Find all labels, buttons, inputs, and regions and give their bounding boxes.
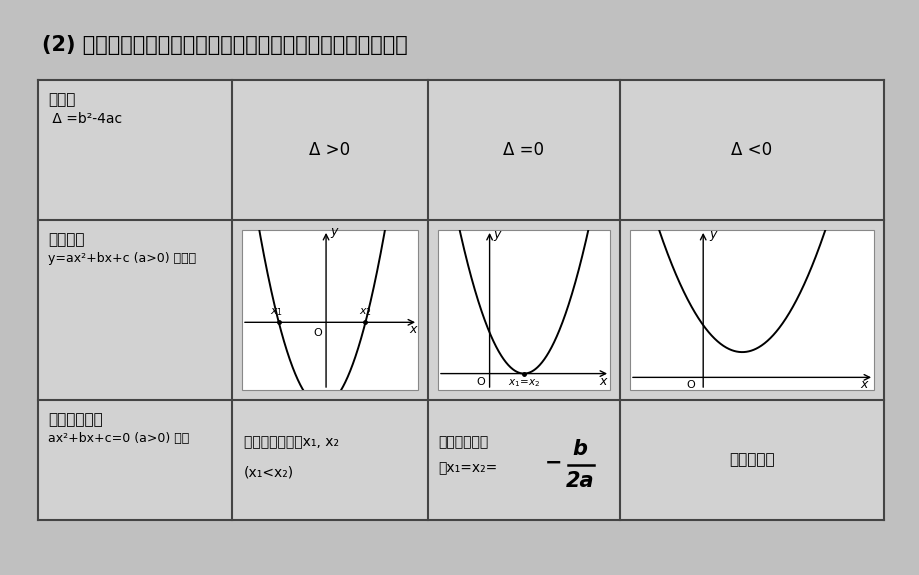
Text: 没有实数根: 没有实数根 xyxy=(729,453,774,467)
Bar xyxy=(630,230,873,390)
Text: 根x₁=x₂=: 根x₁=x₂= xyxy=(437,461,496,475)
Bar xyxy=(242,230,417,390)
Text: Δ =b²-4ac: Δ =b²-4ac xyxy=(48,112,122,126)
Text: 二次函数: 二次函数 xyxy=(48,232,85,247)
Text: y: y xyxy=(709,228,716,242)
Text: $x_2$: $x_2$ xyxy=(358,306,371,319)
Text: (2) 一元二次不等式与相应的二次函数及一元二次方程的关系：: (2) 一元二次不等式与相应的二次函数及一元二次方程的关系： xyxy=(42,35,407,55)
Bar xyxy=(437,230,609,390)
Text: (x₁<x₂): (x₁<x₂) xyxy=(244,465,294,479)
Text: b: b xyxy=(572,439,587,459)
Text: $x_1$: $x_1$ xyxy=(269,306,282,319)
Text: x: x xyxy=(599,375,607,388)
Text: x: x xyxy=(859,378,867,391)
Text: 2a: 2a xyxy=(565,471,594,491)
Text: O: O xyxy=(476,377,485,387)
Text: −: − xyxy=(545,453,562,473)
Text: y=ax²+bx+c (a>0) 的图象: y=ax²+bx+c (a>0) 的图象 xyxy=(48,252,196,265)
Text: ax²+bx+c=0 (a>0) 的根: ax²+bx+c=0 (a>0) 的根 xyxy=(48,432,189,445)
Text: x: x xyxy=(409,323,416,336)
Text: Δ =0: Δ =0 xyxy=(503,141,544,159)
Text: O: O xyxy=(686,380,695,390)
Text: $x_1$=$x_2$: $x_1$=$x_2$ xyxy=(507,377,539,389)
Text: Δ <0: Δ <0 xyxy=(731,141,772,159)
Text: O: O xyxy=(313,328,323,338)
Text: 有两个相异实根x₁, x₂: 有两个相异实根x₁, x₂ xyxy=(244,435,338,449)
Text: 一元二次方程: 一元二次方程 xyxy=(48,412,103,427)
Text: 判别式: 判别式 xyxy=(48,92,75,107)
Text: y: y xyxy=(494,228,501,241)
Text: 有两个相等实: 有两个相等实 xyxy=(437,435,488,449)
Bar xyxy=(38,80,883,520)
Text: Δ >0: Δ >0 xyxy=(309,141,350,159)
Text: y: y xyxy=(330,225,337,237)
